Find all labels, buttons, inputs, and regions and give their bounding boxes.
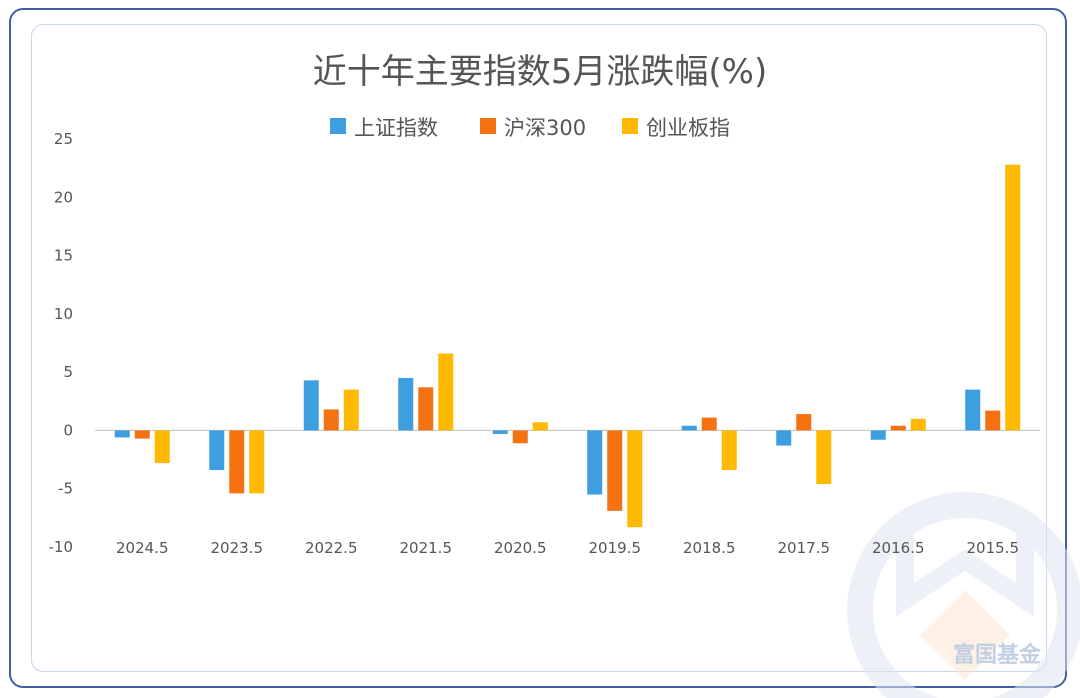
x-tick-label: 2021.5 <box>400 539 453 557</box>
x-tick-label: 2017.5 <box>778 539 831 557</box>
bar <box>532 422 548 431</box>
bar <box>965 389 981 431</box>
y-tick-label: 5 <box>63 363 73 381</box>
x-tick-label: 2019.5 <box>589 539 642 557</box>
bar <box>209 430 225 471</box>
y-tick-label: -5 <box>58 480 73 498</box>
legend-swatch <box>622 118 638 134</box>
y-tick-label: 0 <box>63 421 73 439</box>
bar <box>512 430 528 444</box>
y-tick-label: 10 <box>54 305 73 323</box>
bar <box>323 409 339 431</box>
bar <box>587 430 603 495</box>
y-tick-label: 15 <box>54 247 73 265</box>
y-tick-label: 25 <box>54 130 73 148</box>
chart-frame <box>9 8 1067 688</box>
bar <box>701 417 717 431</box>
bar <box>229 430 245 494</box>
bar <box>114 430 130 438</box>
bar <box>343 389 359 431</box>
bar <box>438 353 454 431</box>
x-tick-label: 2016.5 <box>872 539 925 557</box>
chart-title: 近十年主要指数5月涨跌幅(%) <box>313 52 767 92</box>
x-axis: 2024.5 2023.5 2022.5 2021.5 2020.5 2019.5 2018… <box>116 539 1019 557</box>
legend-swatch <box>480 118 496 134</box>
bar <box>816 430 832 485</box>
bar <box>154 430 170 464</box>
chart-inner-frame <box>31 24 1047 672</box>
y-tick-label: 20 <box>54 188 73 206</box>
bar <box>985 410 1001 431</box>
bar <box>607 430 623 511</box>
bar <box>418 387 434 431</box>
bar <box>627 430 643 528</box>
bar <box>681 425 697 431</box>
bar <box>1005 164 1021 431</box>
watermark-text: 富国基金 <box>953 642 1042 668</box>
x-tick-label: 2022.5 <box>305 539 358 557</box>
bar <box>721 430 737 471</box>
x-tick-label: 2024.5 <box>116 539 169 557</box>
bar <box>492 430 508 434</box>
legend: 上证指数 沪深300 创业板指 <box>330 116 730 140</box>
bar <box>870 430 886 440</box>
legend-swatch <box>330 118 346 134</box>
bar <box>134 430 150 439</box>
bar <box>776 430 792 446</box>
x-tick-label: 2023.5 <box>211 539 264 557</box>
legend-label: 创业板指 <box>646 116 730 140</box>
bar <box>303 380 319 431</box>
x-tick-label: 2015.5 <box>967 539 1020 557</box>
bar <box>249 430 265 494</box>
legend-label: 沪深300 <box>504 116 586 140</box>
watermark-logo-icon <box>847 492 1080 698</box>
y-tick-label: -10 <box>49 538 74 556</box>
bar <box>890 425 906 431</box>
legend-label: 上证指数 <box>354 116 438 140</box>
x-tick-label: 2018.5 <box>683 539 736 557</box>
x-tick-label: 2020.5 <box>494 539 547 557</box>
bars-group <box>114 164 1021 528</box>
bar <box>796 414 812 431</box>
bar <box>910 418 926 431</box>
y-axis: 25 20 15 10 5 0 -5 -10 <box>49 130 74 556</box>
bar <box>398 377 414 431</box>
